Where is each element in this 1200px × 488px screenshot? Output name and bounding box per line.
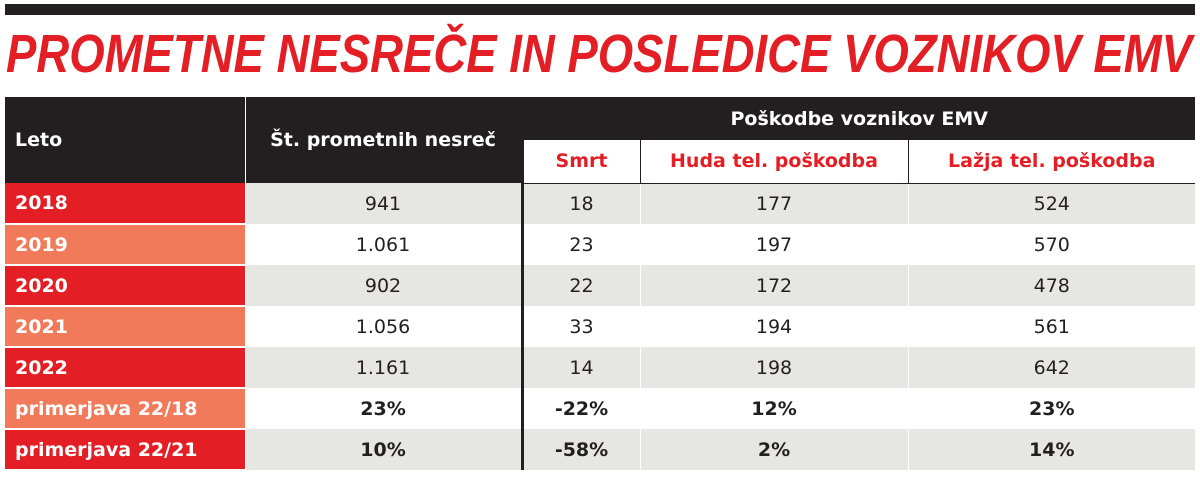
top-bar: [5, 4, 1195, 15]
header-group: Poškodbe voznikov EMV: [520, 97, 1195, 140]
table-row: primerjava 22/21 10% -58% 2% 14%: [5, 429, 1195, 471]
row-label: 2020: [5, 265, 245, 307]
cell: 194: [639, 306, 908, 347]
cell: 1.161: [244, 347, 522, 388]
header-sub: Huda tel. poškodba: [639, 140, 908, 184]
table-row: 2022 1.161 14 198 642: [5, 347, 1195, 389]
title: PROMETNE NESREČE IN POSLEDICE VOZNIKOV E…: [6, 23, 1195, 84]
row-label: 2021: [5, 306, 245, 348]
cell: 2%: [639, 429, 908, 470]
cell: 642: [907, 347, 1195, 388]
cell: 570: [907, 224, 1195, 265]
table-row: 2021 1.056 33 194 561: [5, 306, 1195, 348]
cell: 941: [244, 183, 522, 224]
table: Leto Št. prometnih nesreč Poškodbe vozni…: [5, 97, 1195, 471]
header-sub: Lažja tel. poškodba: [907, 140, 1195, 184]
row-label: primerjava 22/21: [5, 429, 245, 471]
cell: 197: [639, 224, 908, 265]
cell: 23%: [907, 388, 1195, 429]
cell: 478: [907, 265, 1195, 306]
cell: 12%: [639, 388, 908, 429]
cell: -58%: [520, 429, 640, 470]
cell: 524: [907, 183, 1195, 224]
row-label: 2018: [5, 183, 245, 225]
row-label: primerjava 22/18: [5, 388, 245, 430]
cell: -22%: [520, 388, 640, 429]
cell: 172: [639, 265, 908, 306]
cell: 1.061: [244, 224, 522, 265]
cell: 10%: [244, 429, 522, 470]
cell: 177: [639, 183, 908, 224]
cell: 14: [520, 347, 640, 388]
cell: 198: [639, 347, 908, 388]
header-accidents: Št. prometnih nesreč: [244, 97, 522, 183]
cell: 561: [907, 306, 1195, 347]
table-body: 2018 941 18 177 524 2019 1.061 23 197 570 2020 902 2…: [5, 183, 1195, 471]
cell: 23%: [244, 388, 522, 429]
cell: 902: [244, 265, 522, 306]
header-year: Leto: [5, 97, 245, 183]
cell: 23: [520, 224, 640, 265]
table-row: 2019 1.061 23 197 570: [5, 224, 1195, 266]
cell: 33: [520, 306, 640, 347]
row-label: 2022: [5, 347, 245, 389]
row-label: 2019: [5, 224, 245, 266]
title-svg: PROMETNE NESREČE IN POSLEDICE VOZNIKOV E…: [6, 23, 1195, 84]
cell: 18: [520, 183, 640, 224]
cell: 1.056: [244, 306, 522, 347]
table-row: primerjava 22/18 23% -22% 12% 23%: [5, 388, 1195, 430]
header-sub: Smrt: [520, 140, 640, 184]
table-row: 2018 941 18 177 524: [5, 183, 1195, 225]
cell: 22: [520, 265, 640, 306]
cell: 14%: [907, 429, 1195, 470]
table-row: 2020 902 22 172 478: [5, 265, 1195, 307]
